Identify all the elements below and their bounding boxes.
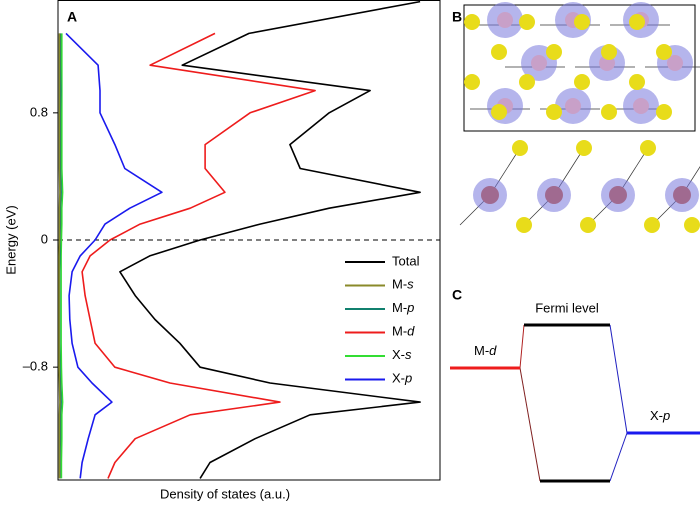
chalcogen-atom: [601, 44, 617, 60]
level-label: Fermi level: [535, 300, 599, 315]
connector: [519, 367, 541, 482]
metal-atom: [497, 12, 513, 28]
chalcogen-atom: [516, 217, 532, 233]
chalcogen-atom: [640, 140, 656, 156]
panel-label: B: [452, 9, 462, 25]
dos-curve: [60, 33, 64, 479]
chalcogen-atom: [546, 44, 562, 60]
y-axis-label: Energy (eV): [3, 205, 18, 274]
chalcogen-atom: [464, 14, 480, 30]
legend-label: X-s: [392, 347, 412, 362]
legend-label: X-p: [392, 371, 412, 386]
chalcogen-atom: [512, 140, 528, 156]
x-axis-label: Density of states (a.u.): [160, 486, 290, 501]
level-label: M-d: [474, 343, 497, 358]
chalcogen-atom: [644, 217, 660, 233]
energy-diagram: M-d Fermi level X-p: [450, 300, 700, 483]
chalcogen-atom: [519, 14, 535, 30]
connector: [609, 432, 628, 482]
structure-image: [459, 2, 700, 236]
legend-label: M-s: [392, 277, 414, 292]
metal-atom: [633, 98, 649, 114]
metal-atom: [565, 98, 581, 114]
chalcogen-atom: [546, 104, 562, 120]
metal-atom: [673, 186, 691, 204]
y-tick-label: 0.8: [30, 104, 48, 119]
connector: [519, 324, 525, 369]
chalcogen-atom: [464, 74, 480, 90]
chalcogen-atom: [580, 217, 596, 233]
metal-atom: [531, 55, 547, 71]
chalcogen-atom: [684, 217, 700, 233]
dos-curve: [81, 32, 316, 479]
chalcogen-atom: [574, 14, 590, 30]
chalcogen-atom: [491, 104, 507, 120]
curves: [58, 0, 421, 479]
chalcogen-atom: [574, 74, 590, 90]
dos-curve: [58, 33, 61, 479]
level-label: X-p: [650, 408, 670, 423]
metal-atom: [609, 186, 627, 204]
connector: [609, 324, 628, 434]
chalcogen-atom: [601, 104, 617, 120]
chalcogen-atom: [629, 74, 645, 90]
y-tick-label: 0: [41, 231, 48, 246]
chalcogen-atom: [491, 44, 507, 60]
legend-label: M-d: [392, 324, 415, 339]
panel-label: C: [452, 287, 462, 303]
dos-curve: [119, 0, 421, 479]
chalcogen-atom: [656, 44, 672, 60]
chalcogen-atom: [629, 14, 645, 30]
y-tick-label: –0.8: [23, 359, 48, 374]
chalcogen-atom: [519, 74, 535, 90]
legend-label: Total: [392, 253, 420, 268]
metal-atom: [545, 186, 563, 204]
metal-atom: [667, 55, 683, 71]
chalcogen-atom: [576, 140, 592, 156]
dos-curve: [65, 32, 163, 479]
panel-label: A: [67, 9, 77, 25]
legend-label: M-p: [392, 300, 414, 315]
chalcogen-atom: [656, 104, 672, 120]
metal-atom: [481, 186, 499, 204]
